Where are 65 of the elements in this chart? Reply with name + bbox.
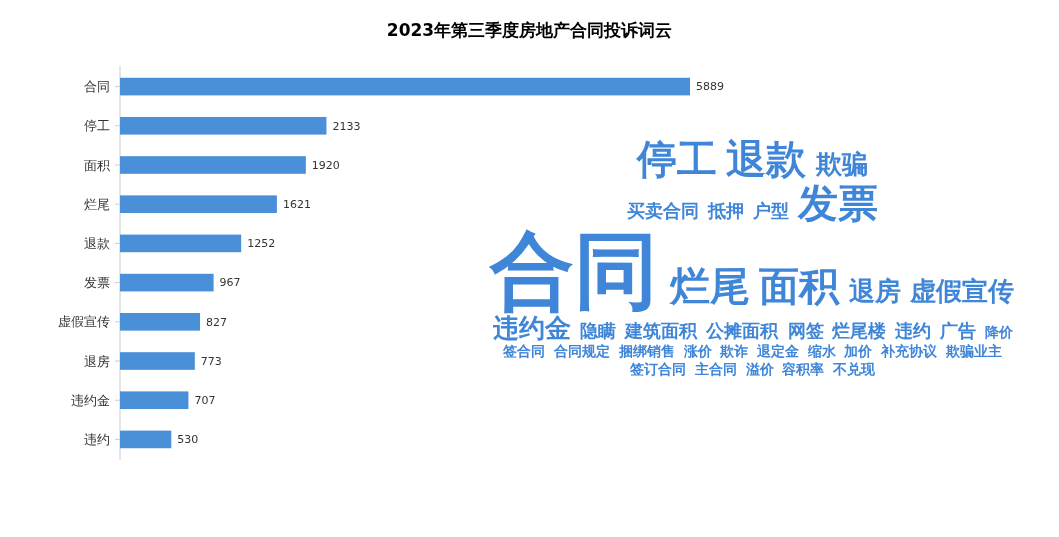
text: 虚假宣传 (908, 275, 1014, 306)
text: 网签 (787, 319, 824, 341)
bar (120, 77, 690, 96)
text: 退定金 (756, 343, 800, 360)
y-tick-label: 虚假宣传 (58, 314, 110, 330)
bar (120, 195, 277, 214)
data-label: 967 (219, 276, 241, 290)
data-label: 1252 (247, 237, 276, 251)
annotation: 涨价 (682, 343, 713, 360)
data-label: 707 (194, 394, 216, 408)
annotation: 停工 (634, 136, 717, 183)
text: 违约 (894, 319, 932, 341)
text: 退款 (726, 136, 808, 183)
data-label: 1920 (311, 158, 340, 172)
bar (120, 156, 306, 174)
annotation: 烂尾 (667, 262, 750, 309)
text: 不兑现 (832, 361, 877, 378)
bar (120, 234, 242, 253)
y-tick-label: 违约金 (71, 392, 110, 408)
annotation: 合同规定 (552, 343, 610, 360)
bar (120, 352, 195, 370)
bar (120, 312, 201, 331)
text: 户型 (751, 200, 789, 222)
text: 加价 (843, 343, 874, 360)
text: 发票 (796, 180, 878, 227)
text: 容积率 (781, 361, 825, 378)
y-tick-label: 退房 (84, 353, 110, 369)
data-label: 827 (206, 315, 228, 329)
annotation: 捆绑销售 (617, 343, 675, 360)
text: 溢价 (744, 361, 775, 378)
annotation: 买卖合同 (626, 200, 699, 222)
y-tick-label: 烂尾 (84, 196, 110, 212)
text: 欺诈 (719, 343, 749, 360)
chart-title: 2023年第三季度房地产合同投诉词云 (386, 20, 673, 40)
text: 面积 (759, 262, 841, 309)
data-label: 5889 (696, 80, 724, 94)
annotation: 隐瞒 (580, 319, 617, 341)
text: 欺骗 (815, 149, 869, 180)
text: 烂尾楼 (831, 319, 888, 341)
data-label: 773 (200, 354, 222, 368)
data-label: 1621 (282, 198, 311, 212)
bar (120, 116, 327, 135)
data-label: 2133 (332, 119, 361, 133)
data-label: 530 (177, 433, 199, 447)
y-tick-label: 合同 (84, 79, 110, 95)
y-tick-label: 违约 (84, 431, 110, 447)
text: 公摊面积 (705, 319, 780, 341)
text: 补充协议 (879, 343, 938, 360)
y-tick-label: 面积 (84, 157, 110, 173)
annotation: 签订合同 (628, 361, 686, 378)
y-tick-label: 停工 (84, 118, 110, 134)
text: 主合同 (694, 361, 738, 378)
text: 退房 (848, 275, 901, 306)
text: 降价 (984, 323, 1014, 340)
text: 抵押 (707, 200, 745, 222)
text: 欺骗业主 (945, 343, 1003, 360)
text: 广告 (939, 319, 977, 341)
y-tick-label: 发票 (84, 275, 110, 291)
annotation: 签合同 (501, 343, 545, 360)
bar (120, 430, 172, 449)
y-tick-label: 退款 (84, 235, 110, 251)
text: 缩水 (806, 343, 837, 360)
annotation: 建筑面积 (622, 319, 698, 341)
bar (120, 391, 189, 410)
bar (120, 273, 214, 292)
